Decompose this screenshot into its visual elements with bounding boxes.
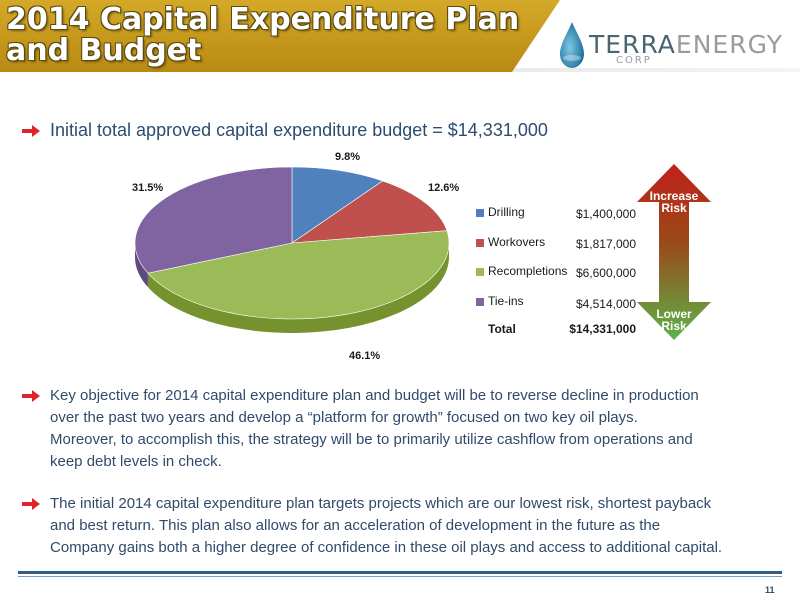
capex-pie-chart — [134, 166, 450, 333]
footer-rule-thin — [18, 576, 782, 577]
pie-label-drilling: 9.8% — [335, 151, 361, 163]
terra-energy-logo-drop-icon — [560, 22, 584, 68]
pie-label-workovers: 12.6% — [428, 182, 460, 194]
objective-paragraph: Key objective for 2014 capital expenditu… — [50, 385, 780, 473]
title-banner — [0, 0, 800, 72]
page-title-line2: and Budget — [6, 33, 202, 68]
page-number: 11 — [765, 585, 775, 595]
page-title: 2014 Capital Expenditure Plan and Budget — [6, 4, 526, 66]
legend-swatch-tieins — [476, 298, 484, 306]
legend-swatch-recompletions — [476, 268, 484, 276]
footer-rule — [18, 571, 782, 574]
legend-amount-drilling: $1,400,000 — [575, 207, 636, 221]
plan-paragraph: The initial 2014 capital expenditure pla… — [50, 493, 780, 559]
objective-line: over the past two years and develop a “p… — [50, 409, 638, 426]
legend-amount-workovers: $1,817,000 — [575, 237, 636, 251]
pie-slice-drilling — [291, 166, 384, 244]
legend-total-label: Total — [488, 322, 516, 336]
logo-terra: TERRA — [589, 30, 676, 59]
budget-headline: Initial total approved capital expenditu… — [50, 120, 548, 140]
legend-label-drilling: Drilling — [488, 205, 525, 219]
risk-double-arrow-icon — [637, 164, 711, 340]
logo-energy: ENERGY — [675, 30, 783, 59]
plan-line: The initial 2014 capital expenditure pla… — [50, 495, 712, 512]
legend-swatch-workovers — [476, 239, 484, 247]
arrow-bullet-icon — [22, 125, 40, 137]
arrow-bullet-icon — [22, 390, 40, 402]
risk-label-lower: Lower Risk — [640, 308, 708, 332]
risk-label-lower-line2: Risk — [661, 319, 687, 333]
risk-label-lower-line1: Lower — [656, 307, 692, 321]
objective-line: Moreover, to accomplish this, the strate… — [50, 431, 693, 448]
legend-amount-tieins: $4,514,000 — [575, 297, 636, 311]
legend-total-amount: $14,331,000 — [569, 322, 636, 336]
pie-label-recompletions: 46.1% — [349, 350, 381, 362]
plan-line: and best return. This plan also allows f… — [50, 517, 661, 534]
logo-wordmark: TERRAENERGY — [589, 30, 783, 59]
objective-line: Key objective for 2014 capital expenditu… — [50, 387, 699, 404]
objective-line: keep debt levels in check. — [50, 453, 222, 470]
plan-line: Company gains both a higher degree of co… — [50, 539, 723, 556]
legend-swatch-drilling — [476, 209, 484, 217]
risk-label-increase-line1: Increase — [649, 189, 699, 203]
pie-side-recompletions — [147, 243, 449, 333]
legend-label-workovers: Workovers — [488, 235, 546, 249]
pie-label-tieins: 31.5% — [132, 182, 164, 194]
pie-slice-recompletions — [147, 230, 450, 320]
legend-label-recompletions: Recompletions — [488, 264, 568, 278]
pie-slice-tieins — [134, 166, 293, 274]
legend-label-tieins: Tie-ins — [488, 294, 524, 308]
risk-label-increase: Increase Risk — [640, 190, 708, 214]
page-title-line1: 2014 Capital Expenditure Plan — [6, 2, 520, 37]
pie-slice-workovers — [290, 180, 448, 244]
legend-amount-recompletions: $6,600,000 — [575, 266, 636, 280]
arrow-bullet-icon — [22, 498, 40, 510]
risk-label-increase-line2: Risk — [661, 201, 687, 215]
logo-corp: CORP — [616, 55, 652, 66]
